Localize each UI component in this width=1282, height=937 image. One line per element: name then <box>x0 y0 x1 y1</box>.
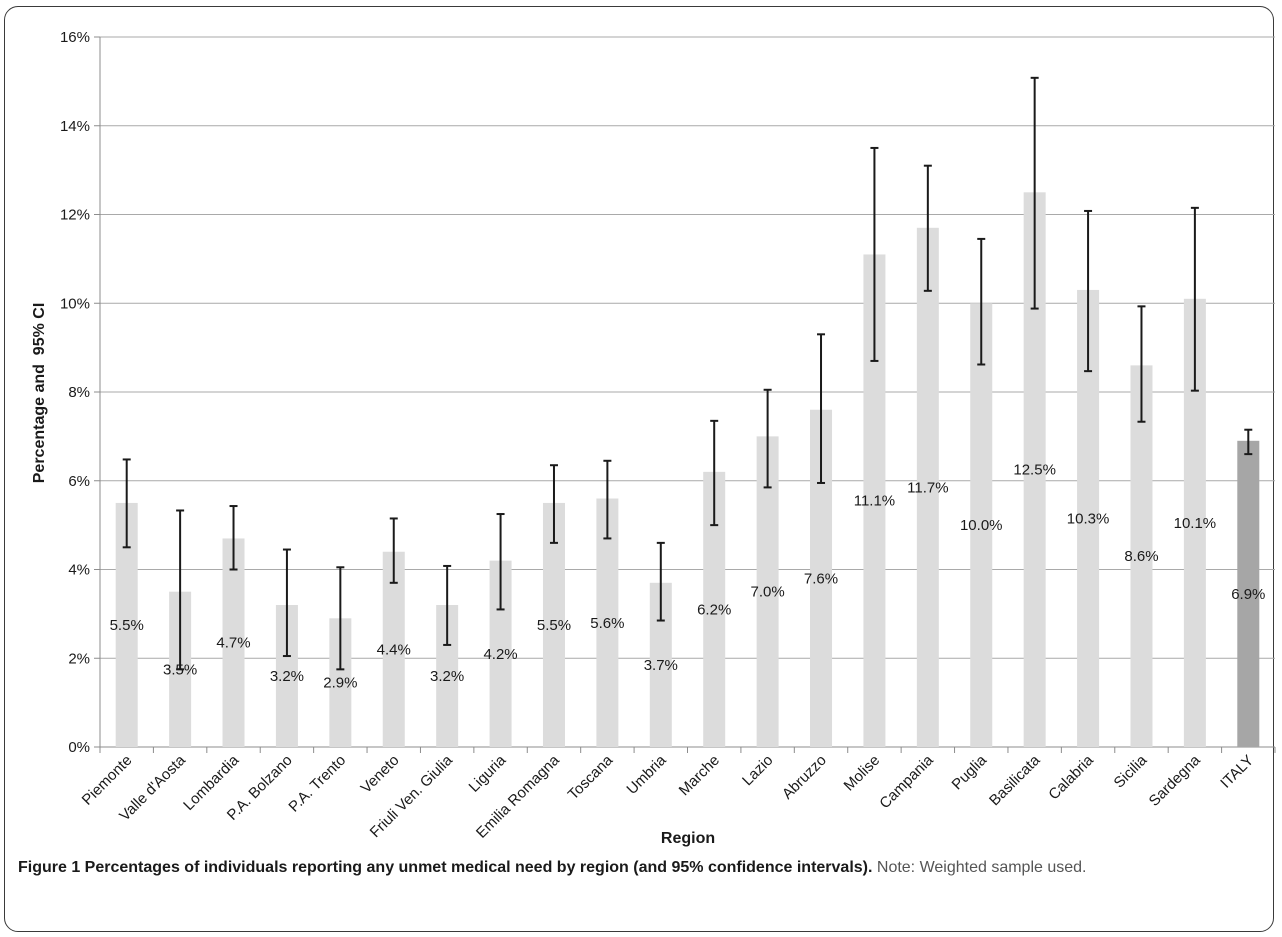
data-label: 6.9% <box>1231 586 1265 603</box>
data-label: 11.7% <box>907 479 948 496</box>
x-tick-label: Sicilia <box>1111 751 1151 791</box>
y-axis: 0% 2% 4% 6% 8% 10% 12% 14% 16% <box>60 29 101 756</box>
bar <box>115 502 138 747</box>
x-tick-label: Piemonte <box>79 752 136 809</box>
bar <box>542 502 565 747</box>
data-label: 3.2% <box>430 668 464 685</box>
data-label: 10.1% <box>1174 515 1217 532</box>
error-bars <box>122 76 1253 671</box>
figure-caption: Figure 1 Percentages of individuals repo… <box>18 855 1258 881</box>
caption-title: Figure 1 Percentages of individuals repo… <box>18 859 873 876</box>
bar <box>756 436 779 747</box>
x-tick-label: Puglia <box>949 751 991 793</box>
bar <box>703 471 726 747</box>
data-label: 11.1% <box>854 493 895 510</box>
y-tick-label: 14% <box>60 118 90 135</box>
bar-chart: 0% 2% 4% 6% 8% 10% 12% 14% 16% 5.5% 3.5% 4.7% 3.2% 2… <box>31 29 1276 847</box>
bar <box>916 227 939 747</box>
data-label: 8.6% <box>1124 548 1158 565</box>
figure-frame <box>4 6 1274 932</box>
data-labels: 5.5% 3.5% 4.7% 3.2% 2.9% 4.4% 3.2% 4.2% 5.5% 5.6%… <box>110 462 1266 692</box>
data-label: 7.0% <box>751 584 785 601</box>
x-tick-label: Umbria <box>623 751 670 798</box>
x-tick-label: Marche <box>676 752 723 799</box>
x-tick-label: Campania <box>876 751 937 812</box>
y-tick-label: 8% <box>68 384 90 401</box>
x-tick-label: Molise <box>841 752 884 795</box>
x-tick-label: Sardegna <box>1146 751 1204 809</box>
data-label: 5.5% <box>537 617 571 634</box>
data-label: 4.2% <box>483 646 517 663</box>
bar <box>863 254 886 747</box>
x-tick-label: Calabria <box>1045 751 1097 803</box>
bars <box>115 192 1260 747</box>
x-tick-label: Basilicata <box>986 751 1044 809</box>
bar <box>1237 440 1260 747</box>
bar <box>489 560 512 747</box>
bar <box>329 618 352 747</box>
x-tick-label: Lazio <box>739 752 776 789</box>
data-label: 10.3% <box>1067 510 1110 527</box>
data-label: 4.4% <box>377 641 411 658</box>
x-tick-label: Abruzzo <box>779 752 830 803</box>
bar <box>1183 298 1206 747</box>
y-tick-label: 12% <box>60 207 90 224</box>
y-axis-title: Percentage and 95% CI <box>31 303 48 484</box>
bar <box>222 538 245 747</box>
data-label: 5.6% <box>590 615 624 632</box>
x-tick-label: Toscana <box>565 751 617 803</box>
bar <box>596 498 619 747</box>
x-tick-label: Veneto <box>358 752 403 797</box>
data-label: 6.2% <box>697 601 731 618</box>
y-tick-label: 4% <box>68 562 90 579</box>
data-label: 4.7% <box>216 635 250 652</box>
bar <box>649 582 672 747</box>
x-axis-title: Region <box>661 830 715 847</box>
y-tick-label: 16% <box>60 29 90 46</box>
bar <box>275 605 298 747</box>
data-label: 12.5% <box>1013 462 1056 479</box>
y-tick-label: 6% <box>68 473 90 490</box>
data-label: 3.5% <box>163 661 197 678</box>
data-label: 3.7% <box>644 657 678 674</box>
data-label: 3.2% <box>270 668 304 685</box>
bar <box>382 551 405 747</box>
y-tick-label: 2% <box>68 650 90 667</box>
bar <box>810 409 833 747</box>
x-tick-label: ITALY <box>1217 752 1257 792</box>
y-tick-label: 0% <box>68 739 90 756</box>
data-label: 7.6% <box>804 570 838 587</box>
bar <box>970 303 993 747</box>
bar <box>1023 192 1046 747</box>
bar <box>1077 289 1100 747</box>
data-label: 2.9% <box>323 675 357 692</box>
y-tick-label: 10% <box>60 295 90 312</box>
data-label: 5.5% <box>110 617 144 634</box>
x-tick-label: P.A. Trento <box>285 752 349 816</box>
x-tick-label: Liguria <box>466 751 510 795</box>
data-label: 10.0% <box>960 517 1003 534</box>
bar <box>436 605 459 747</box>
bar <box>1130 365 1153 747</box>
caption-note: Note: Weighted sample used. <box>872 859 1087 876</box>
